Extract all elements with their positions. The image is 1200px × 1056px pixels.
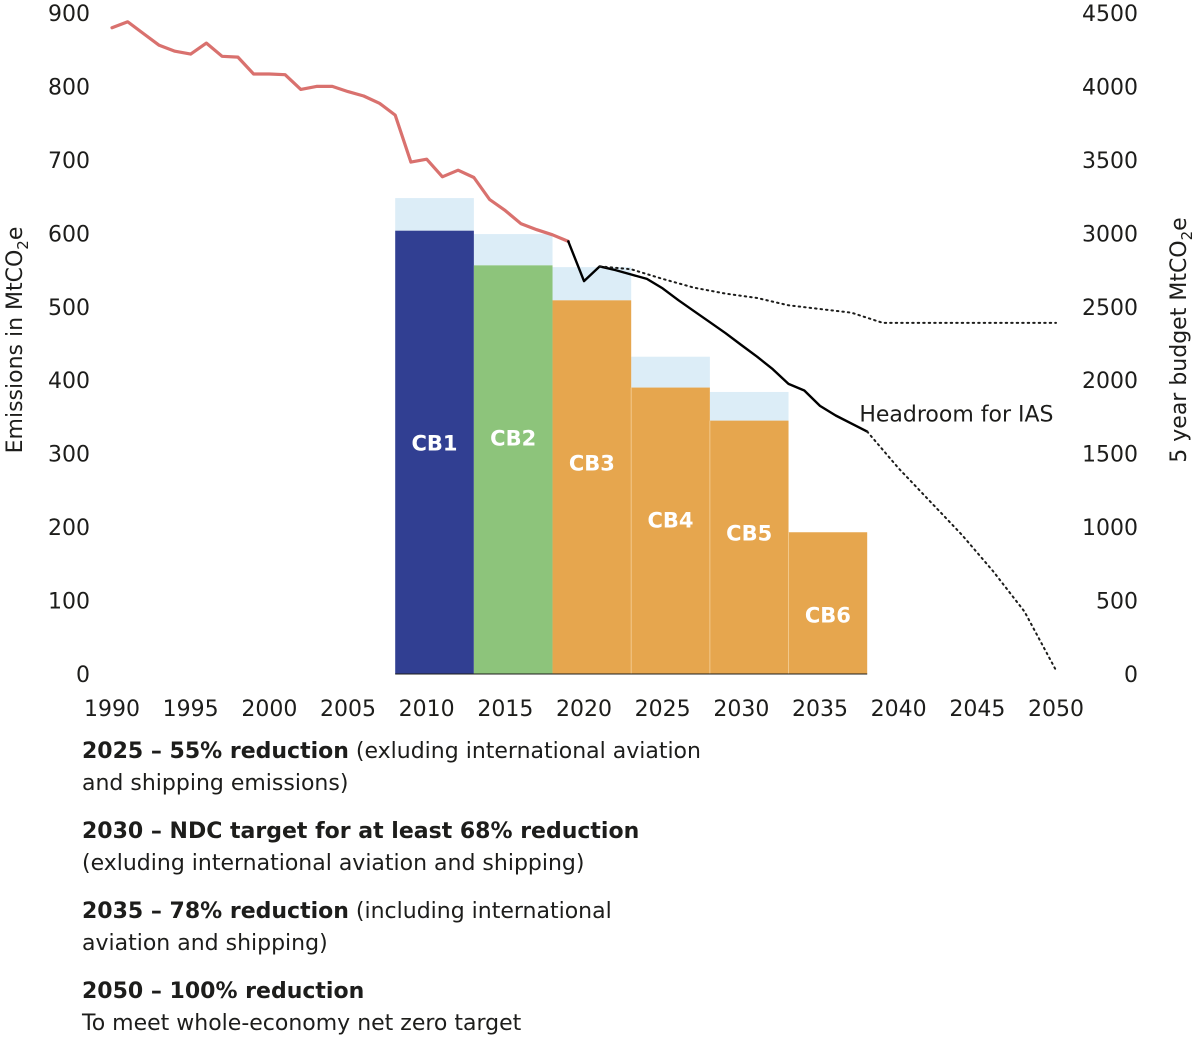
bar-label-cb1: CB1 xyxy=(412,432,458,456)
right-axis-title: 5 year budget MtCO2e xyxy=(1167,217,1196,462)
line-recent-and-projected-emissions xyxy=(567,240,869,433)
note-2030: 2030 – NDC target for at least 68% reduc… xyxy=(82,819,640,876)
bar-cb4 xyxy=(631,387,710,674)
headroom-layer xyxy=(395,198,789,421)
bar-cb1 xyxy=(395,230,474,674)
left-tick-300: 300 xyxy=(48,443,90,468)
bar-label-cb6: CB6 xyxy=(805,603,851,627)
headroom-cb4 xyxy=(631,356,710,388)
note-2025: 2025 – 55% reduction (exluding internati… xyxy=(82,739,701,796)
line-path-to-net-zero xyxy=(866,430,1057,672)
left-tick-400: 400 xyxy=(48,369,90,394)
right-axis-ticks: 0 500 1000 1500 2000 2500 3000 3500 4000 4500 xyxy=(1082,2,1138,688)
bar-label-cb5: CB5 xyxy=(726,522,772,546)
left-tick-600: 600 xyxy=(48,222,90,247)
budget-labels: CB1 CB2 CB3 CB4 CB5 CB6 xyxy=(412,426,851,627)
bar-cb3 xyxy=(552,300,632,674)
note-2050: 2050 – 100% reduction To meet whole-econ… xyxy=(82,979,522,1036)
x-tick-2000: 2000 xyxy=(241,697,297,722)
left-tick-700: 700 xyxy=(48,149,90,174)
left-tick-500: 500 xyxy=(48,296,90,321)
right-tick-2000: 2000 xyxy=(1082,369,1138,394)
x-tick-2025: 2025 xyxy=(635,697,691,722)
right-tick-4000: 4000 xyxy=(1082,75,1138,100)
x-tick-2005: 2005 xyxy=(320,697,376,722)
line-budget-with-headroom xyxy=(598,265,1057,324)
bar-cb6 xyxy=(788,532,868,674)
x-tick-1995: 1995 xyxy=(163,697,219,722)
left-tick-100: 100 xyxy=(48,590,90,615)
right-tick-500: 500 xyxy=(1096,590,1138,615)
x-tick-2030: 2030 xyxy=(713,697,769,722)
bar-cb5 xyxy=(709,420,789,674)
right-tick-3500: 3500 xyxy=(1082,149,1138,174)
bar-label-cb3: CB3 xyxy=(569,451,615,475)
x-tick-2045: 2045 xyxy=(949,697,1005,722)
line-historical-emissions xyxy=(110,20,570,243)
right-tick-1000: 1000 xyxy=(1082,516,1138,541)
emission-lines xyxy=(110,20,1057,672)
right-tick-0: 0 xyxy=(1124,663,1138,688)
left-tick-900: 900 xyxy=(48,2,90,27)
headroom-cb5 xyxy=(709,391,789,421)
emissions-chart: 0 100 200 300 400 500 600 700 800 900 0 500 1000 150… xyxy=(3,2,1196,722)
target-notes: 2025 – 55% reduction (exluding internati… xyxy=(82,736,702,1056)
x-tick-1990: 1990 xyxy=(84,697,140,722)
left-axis-title: Emissions in MtCO2e xyxy=(3,227,32,454)
left-tick-200: 200 xyxy=(48,516,90,541)
left-tick-800: 800 xyxy=(48,75,90,100)
x-tick-2050: 2050 xyxy=(1028,697,1084,722)
budget-bars xyxy=(395,230,868,674)
x-axis-ticks: 1990 1995 2000 2005 2010 2015 2020 2025 2030 2035… xyxy=(84,697,1084,722)
headroom-cb1 xyxy=(395,198,474,231)
bar-label-cb4: CB4 xyxy=(648,509,694,533)
headroom-annotation: Headroom for IAS xyxy=(859,402,1053,427)
right-tick-1500: 1500 xyxy=(1082,443,1138,468)
right-tick-4500: 4500 xyxy=(1082,2,1138,27)
right-tick-2500: 2500 xyxy=(1082,296,1138,321)
x-tick-2035: 2035 xyxy=(792,697,848,722)
left-axis-ticks: 0 100 200 300 400 500 600 700 800 900 xyxy=(48,2,90,688)
bar-cb2 xyxy=(473,265,553,674)
left-tick-0: 0 xyxy=(76,663,90,688)
x-tick-2020: 2020 xyxy=(556,697,612,722)
headroom-cb2 xyxy=(473,234,553,266)
note-2035: 2035 – 78% reduction (including internat… xyxy=(82,899,612,956)
bar-label-cb2: CB2 xyxy=(490,426,536,450)
x-tick-2015: 2015 xyxy=(477,697,533,722)
x-tick-2010: 2010 xyxy=(399,697,455,722)
right-tick-3000: 3000 xyxy=(1082,222,1138,247)
x-tick-2040: 2040 xyxy=(871,697,927,722)
